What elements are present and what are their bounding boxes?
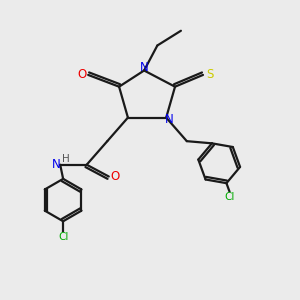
Text: H: H bbox=[61, 154, 69, 164]
Text: Cl: Cl bbox=[224, 192, 235, 202]
Text: O: O bbox=[111, 170, 120, 183]
Text: O: O bbox=[77, 68, 86, 81]
Text: N: N bbox=[140, 61, 148, 74]
Text: N: N bbox=[165, 113, 173, 127]
Text: N: N bbox=[51, 158, 60, 171]
Text: Cl: Cl bbox=[58, 232, 68, 242]
Text: S: S bbox=[207, 68, 214, 81]
